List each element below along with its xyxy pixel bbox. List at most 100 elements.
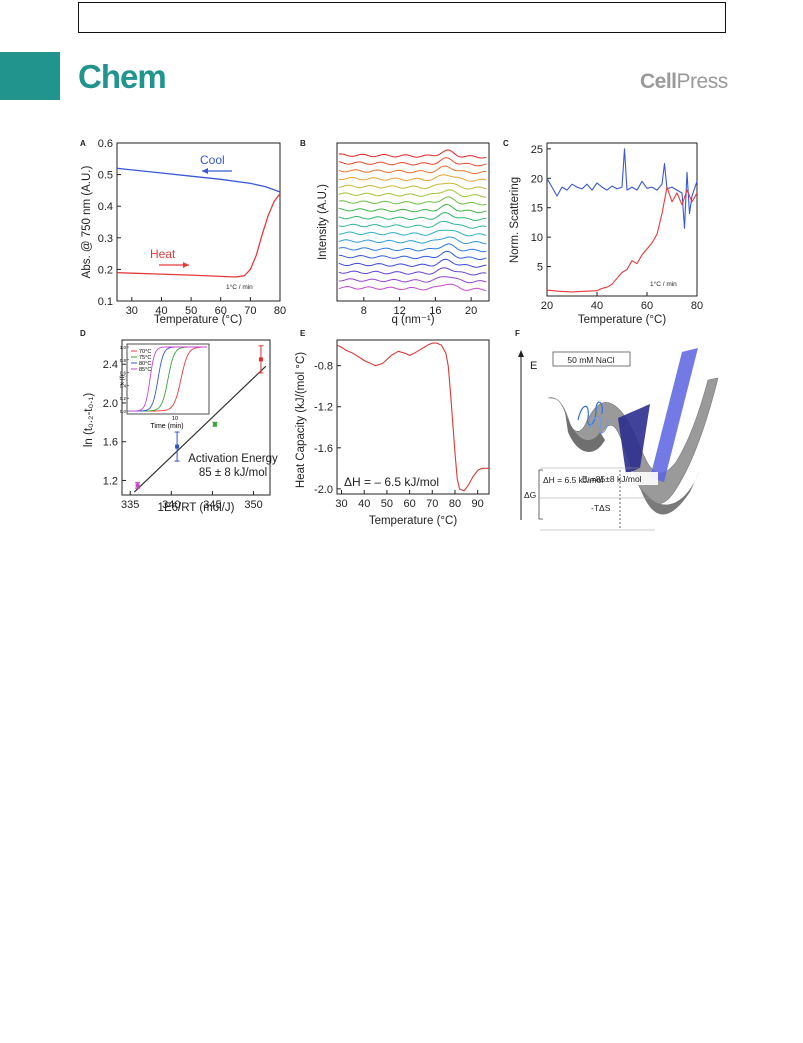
- panel-c-ytick-label-1: 10: [531, 232, 543, 244]
- panel-b-curve-9: [338, 220, 487, 229]
- panel-a-ytick-label-4: 0.5: [98, 170, 113, 182]
- panel-c-ytick-label-3: 20: [531, 173, 543, 185]
- inset-legend-label-1: 75°C: [139, 355, 151, 361]
- panel-b-xtick-label-3: 20: [465, 305, 477, 317]
- inset-legend-label-0: 70°C: [139, 349, 151, 355]
- panel-d-xtick-label-3: 350: [244, 499, 262, 511]
- panel-a-heat-label: Heat: [150, 247, 176, 261]
- panel-f-axis-arrowhead: [518, 350, 524, 357]
- panel-d: D 335 340 345 350 1.2 1.6 2.0 2.4 1E6/RT (mol/J…: [80, 329, 278, 514]
- panel-c-series-line-0: [546, 148, 698, 229]
- panel-d-annotation-1: Activation Energy: [188, 453, 278, 465]
- panel-e-xtick-label-4: 70: [426, 498, 438, 510]
- panel-b: B 8 12 16 20 q (nm⁻¹) Intensity (A.U.): [300, 139, 490, 326]
- inset-ytick-label-3: 0.6: [120, 371, 127, 376]
- panel-e-ytick-label-1: -1.2: [314, 402, 333, 414]
- panel-e-series-line-0: [336, 342, 489, 492]
- panel-e-ytick-label-0: -0.8: [314, 361, 333, 373]
- panel-f: F E 50 mM NaCl Eₐ=85±8 kJ/mol ΔH = 6.5 k…: [515, 329, 719, 531]
- panel-a-xtick-label-3: 60: [215, 305, 227, 317]
- panel-d-point-3: [258, 357, 263, 362]
- panel-b-curve-11: [338, 236, 487, 245]
- panel-d-xlabel: 1E6/RT (mol/J): [158, 502, 235, 514]
- panel-e-xtick-label-0: 30: [335, 498, 347, 510]
- panel-b-curve-8: [338, 212, 487, 222]
- panel-c-ylabel: Norm. Scattering: [509, 177, 521, 263]
- panel-a-ytick-label-0: 0.1: [98, 296, 113, 308]
- panel-b-curve-2: [338, 165, 487, 175]
- publisher-cell: Cell: [640, 70, 677, 93]
- inset-legend-label-3: 85°C: [139, 367, 151, 373]
- panel-d-xtick-label-1: 340: [162, 499, 180, 511]
- panel-b-curve-4: [338, 182, 487, 190]
- panel-e-annotation: ΔH = – 6.5 kJ/mol: [344, 475, 439, 489]
- panel-a-xlabel: Temperature (°C): [154, 314, 242, 326]
- panel-a-cool-label: Cool: [200, 153, 225, 167]
- panel-f-chain-2: [589, 416, 609, 434]
- inset-ytick-label-4: 0.8: [120, 358, 127, 363]
- panel-a-series-line-1: [116, 193, 281, 278]
- panel-f-tds-label: -TΔS: [591, 503, 611, 513]
- panel-b-curve-12: [338, 243, 487, 253]
- inset-curve-3: [129, 346, 207, 412]
- panel-a-heat-arrowhead: [183, 262, 189, 268]
- panel-f-surface-shade-1: [565, 412, 605, 452]
- header-box: [78, 2, 726, 33]
- panel-f-dg-label: ΔG: [524, 490, 536, 500]
- panel-c-xtick-label-0: 20: [541, 300, 553, 312]
- panel-a-cool-arrowhead: [202, 168, 208, 174]
- inset-xlabel: Time (min): [150, 423, 183, 430]
- panel-c-xtick-label-3: 80: [691, 300, 703, 312]
- panel-f-label: F: [515, 329, 520, 338]
- inset-ytick-label-5: 1.0: [120, 345, 127, 350]
- panel-c-frame: [546, 142, 698, 297]
- panel-a-ytick-label-1: 0.2: [98, 264, 113, 276]
- panel-d-ylabel: ln (t₀.₂-t₀.₁): [83, 393, 95, 447]
- panel-c-xtick-label-1: 40: [591, 300, 603, 312]
- panel-b-curve-0: [338, 149, 487, 159]
- panel-e-xtick-label-1: 40: [358, 498, 370, 510]
- panel-d-frame: [121, 339, 271, 496]
- panel-f-ea-box: [580, 472, 658, 485]
- panel-d-point-1: [175, 444, 180, 449]
- panel-c-ytick-label-4: 25: [531, 144, 543, 156]
- panel-d-fit-line: [133, 365, 267, 493]
- panel-b-curve-10: [338, 229, 487, 237]
- panel-a-xtick-label-5: 80: [274, 305, 286, 317]
- panel-e-xtick-label-2: 50: [381, 498, 393, 510]
- panel-a-label: A: [80, 139, 86, 148]
- panel-b-xtick-label-0: 8: [361, 305, 367, 317]
- panel-e-ytick-label-2: -1.6: [314, 443, 333, 455]
- inset-ytick-label-2: 0.4: [120, 383, 127, 388]
- panel-c-series-line-1: [546, 186, 698, 293]
- panel-b-curve-6: [338, 196, 487, 206]
- journal-name: Chem: [78, 58, 167, 95]
- panel-f-axis-label: E: [530, 360, 537, 372]
- panel-f-plane-light: [650, 348, 698, 482]
- panel-a-ylabel: Abs. @ 750 nm (A.U.): [81, 166, 93, 279]
- panel-d-ytick-label-1: 1.6: [103, 437, 118, 449]
- panel-c-xtick-label-2: 60: [641, 300, 653, 312]
- panel-a: A 30 40 50 60 70 80 0.1 0.2 0.3 0.4 0.5 0.6 Tempera…: [80, 138, 286, 326]
- panel-b-curve-14: [338, 258, 487, 268]
- panel-a-frame: [116, 142, 281, 302]
- panel-b-curve-5: [338, 189, 487, 198]
- panel-e-xlabel: Temperature (°C): [369, 515, 457, 527]
- journal-tab: [0, 52, 60, 100]
- panel-b-xtick-label-2: 16: [429, 305, 441, 317]
- panel-b-curve-1: [338, 157, 487, 167]
- panel-d-point-2: [212, 422, 217, 427]
- panel-b-xtick-label-1: 12: [393, 305, 405, 317]
- inset-ytick-label-0: 0.0: [120, 409, 127, 414]
- panel-a-xtick-label-4: 70: [244, 305, 256, 317]
- panel-a-xtick-label-2: 50: [185, 305, 197, 317]
- panel-e-frame: [336, 339, 490, 495]
- panel-f-condition: 50 mM NaCl: [567, 355, 614, 365]
- panel-a-rate: 1°C / min: [226, 283, 253, 291]
- panel-b-curve-3: [338, 174, 487, 182]
- panel-d-label: D: [80, 329, 86, 338]
- panel-a-xtick-label-0: 30: [126, 305, 138, 317]
- panel-a-xtick-label-1: 40: [155, 305, 167, 317]
- panel-b-curve-15: [338, 267, 487, 276]
